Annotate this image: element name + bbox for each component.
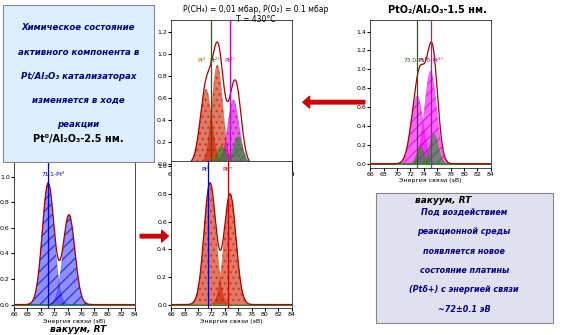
Text: Pt/Al₂O₃ катализаторах: Pt/Al₂O₃ катализаторах	[21, 72, 136, 81]
X-axis label: Энергия связи (эВ): Энергия связи (эВ)	[43, 319, 105, 324]
Text: Pt⁰/Al₂O₃-2.5 нм.: Pt⁰/Al₂O₃-2.5 нм.	[33, 134, 124, 144]
Text: состояние платины: состояние платины	[420, 266, 509, 275]
Text: T = 430°C: T = 430°C	[236, 15, 275, 24]
FancyBboxPatch shape	[3, 5, 154, 162]
Text: P(CH₄) = 0,01 мбар, P(O₂) = 0.1 мбар: P(CH₄) = 0,01 мбар, P(O₂) = 0.1 мбар	[182, 5, 328, 14]
Text: активного компонента в: активного компонента в	[18, 48, 139, 57]
Text: PtO₂/Al₂O₃-1.5 нм.: PtO₂/Al₂O₃-1.5 нм.	[388, 5, 487, 15]
Text: Химическое состояние: Химическое состояние	[22, 23, 135, 32]
Text: 71.1-Pt⁰: 71.1-Pt⁰	[42, 172, 65, 177]
Text: (Ptδ+) с энергией связи: (Ptδ+) с энергией связи	[410, 285, 519, 294]
Text: изменяется в ходе: изменяется в ходе	[32, 96, 125, 105]
Text: ~72±0.1 эВ: ~72±0.1 эВ	[438, 305, 490, 314]
Text: реакции: реакции	[57, 120, 100, 129]
Text: Pt⁰: Pt⁰	[202, 167, 210, 172]
Text: Pt⁰: Pt⁰	[197, 58, 205, 63]
FancyBboxPatch shape	[376, 193, 553, 323]
Text: появляется новое: появляется новое	[424, 247, 505, 256]
X-axis label: Энергия связи (эВ): Энергия связи (эВ)	[399, 178, 462, 183]
Text: Под воздействием: Под воздействием	[421, 208, 507, 217]
Text: Pt²⁺: Pt²⁺	[210, 58, 221, 63]
Text: вакуум, RT: вакуум, RT	[50, 325, 107, 334]
Text: Ptᵞ⁺: Ptᵞ⁺	[223, 167, 233, 172]
X-axis label: Энергия связи (эВ): Энергия связи (эВ)	[200, 319, 263, 324]
Text: Pt⁴⁺: Pt⁴⁺	[224, 58, 236, 63]
Text: вакуум, RT: вакуум, RT	[415, 196, 471, 205]
Text: реакционной среды: реакционной среды	[417, 227, 511, 236]
X-axis label: Энергия связи (эВ): Энергия связи (эВ)	[200, 178, 263, 183]
Text: 75.0-Pt⁴⁺: 75.0-Pt⁴⁺	[417, 58, 444, 63]
Text: 73.0-Pt²⁺: 73.0-Pt²⁺	[404, 58, 430, 63]
